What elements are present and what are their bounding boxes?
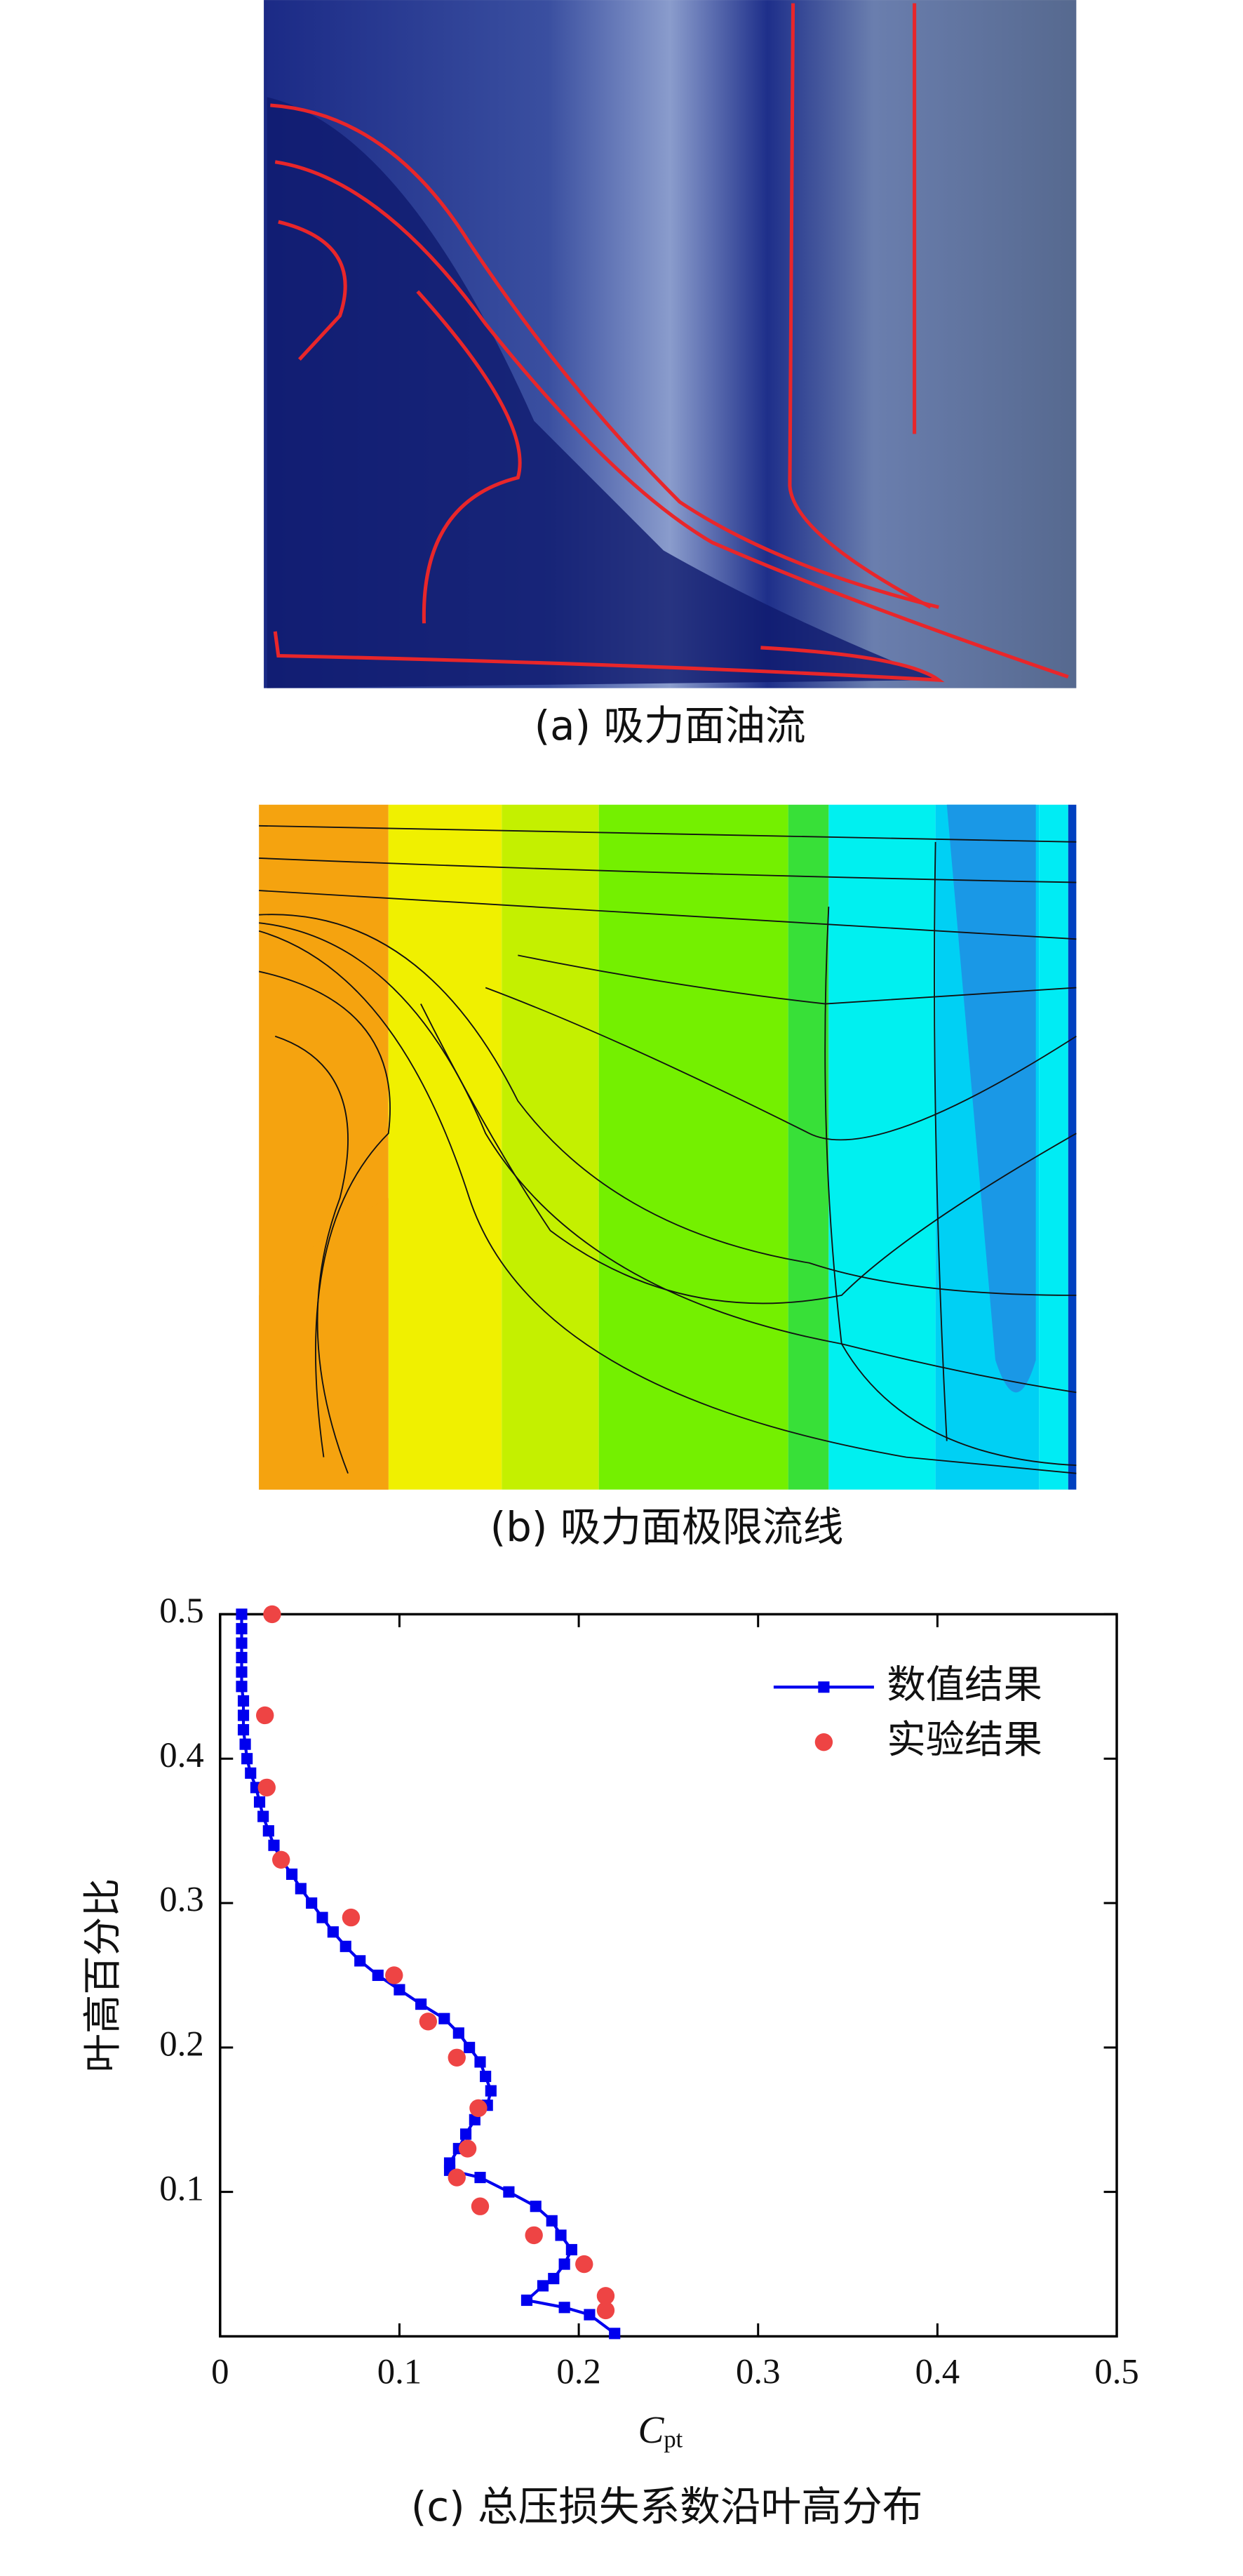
data-marker	[262, 1825, 274, 1837]
legend-label: 实验结果	[887, 1718, 1042, 1763]
data-marker	[236, 1637, 248, 1649]
data-point	[525, 2226, 543, 2245]
data-marker	[354, 1955, 366, 1967]
data-point	[385, 1966, 403, 1984]
legend-label: 数值结果	[887, 1662, 1042, 1707]
data-marker	[257, 1810, 269, 1822]
data-point	[272, 1850, 290, 1869]
data-marker	[237, 1723, 250, 1736]
data-marker	[530, 2201, 542, 2213]
y-axis-label: 叶高百分比	[81, 1878, 126, 2073]
data-marker	[316, 1911, 328, 1923]
y-tick-label: 0.3	[159, 1880, 203, 1919]
x-axis-label-main: C	[638, 2408, 664, 2451]
data-marker	[520, 2294, 533, 2307]
caption: (a) 吸力面油流	[535, 702, 806, 749]
streamline-image	[258, 804, 1077, 1490]
data-marker	[241, 1753, 253, 1765]
data-marker	[474, 2056, 486, 2068]
data-marker	[237, 1695, 250, 1707]
data-point	[575, 2255, 593, 2274]
oil-flow-image	[264, 0, 1077, 688]
data-point	[471, 2197, 490, 2215]
data-marker	[452, 2027, 464, 2039]
data-marker	[327, 1926, 339, 1938]
data-marker	[285, 1868, 298, 1880]
data-marker	[372, 1969, 384, 1982]
data-marker	[236, 1681, 248, 1693]
data-marker	[237, 1709, 250, 1721]
x-tick-label: 0.5	[1094, 2352, 1138, 2391]
data-marker	[394, 1984, 405, 1996]
data-marker	[609, 2328, 621, 2340]
data-line	[240, 1614, 616, 2335]
data-point	[469, 2099, 488, 2117]
y-tick-label: 0.4	[159, 1735, 203, 1775]
data-marker	[546, 2215, 558, 2227]
x-tick-label: 0	[211, 2352, 229, 2391]
x-tick-label: 0.4	[915, 2352, 960, 2391]
y-tick-label: 0.2	[159, 2024, 203, 2064]
x-tick-label: 0.1	[377, 2352, 422, 2391]
data-marker	[236, 1622, 248, 1635]
data-point	[256, 1706, 274, 1725]
legend-marker	[814, 1733, 833, 1751]
data-marker	[268, 1839, 280, 1851]
data-point	[342, 1908, 361, 1927]
caption: (b) 吸力面极限流线	[490, 1503, 844, 1551]
data-point	[419, 2013, 438, 2031]
caption: (c) 总压损失系数沿叶高分布	[411, 2483, 922, 2530]
data-marker	[565, 2243, 577, 2256]
data-marker	[340, 1940, 351, 1952]
data-marker	[464, 2041, 476, 2053]
data-point	[458, 2140, 477, 2158]
y-tick-label: 0.1	[159, 2168, 203, 2208]
data-marker	[480, 2070, 492, 2083]
data-marker	[253, 1796, 266, 1808]
data-marker	[415, 1998, 427, 2010]
data-marker	[236, 1652, 248, 1664]
data-marker	[236, 1666, 248, 1678]
data-marker	[438, 2013, 450, 2024]
data-marker	[295, 1883, 307, 1895]
legend-marker	[818, 1681, 830, 1693]
data-marker	[459, 2128, 472, 2140]
data-marker	[245, 1767, 257, 1779]
data-point	[596, 2287, 615, 2305]
data-marker	[558, 2302, 570, 2314]
data-marker	[239, 1738, 251, 1750]
data-marker	[485, 2085, 497, 2097]
x-axis-label: Cpt	[638, 2408, 683, 2453]
data-point	[596, 2301, 615, 2320]
data-marker	[306, 1897, 318, 1909]
data-point	[257, 1778, 276, 1797]
data-point	[448, 2168, 466, 2187]
data-marker	[584, 2309, 596, 2321]
data-point	[448, 2048, 466, 2067]
y-tick-label: 0.5	[159, 1591, 203, 1630]
data-marker	[236, 1608, 248, 1620]
data-marker	[503, 2186, 515, 2198]
data-marker	[537, 2280, 549, 2292]
data-point	[263, 1605, 281, 1624]
x-tick-label: 0.3	[736, 2352, 780, 2391]
data-marker	[558, 2258, 570, 2270]
data-marker	[548, 2273, 560, 2285]
x-tick-label: 0.2	[556, 2352, 600, 2391]
plot-frame	[219, 1613, 1118, 2338]
x-axis-label-sub: pt	[664, 2426, 683, 2452]
data-marker	[555, 2229, 567, 2241]
data-marker	[474, 2172, 486, 2184]
